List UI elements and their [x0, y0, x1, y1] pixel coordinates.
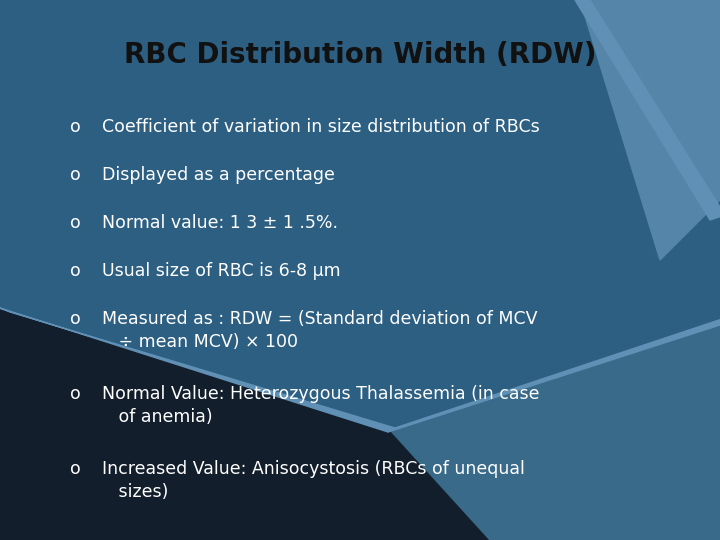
Text: o: o: [70, 214, 81, 232]
Polygon shape: [390, 320, 720, 540]
Polygon shape: [575, 0, 720, 220]
Polygon shape: [0, 310, 490, 540]
Text: o: o: [70, 166, 81, 184]
Text: RBC Distribution Width (RDW): RBC Distribution Width (RDW): [124, 41, 596, 69]
Text: o: o: [70, 118, 81, 136]
Text: o: o: [70, 385, 81, 403]
Text: Displayed as a percentage: Displayed as a percentage: [102, 166, 335, 184]
Polygon shape: [0, 308, 395, 432]
Text: Normal value: 1 3 ± 1 .5%.: Normal value: 1 3 ± 1 .5%.: [102, 214, 338, 232]
Text: o: o: [70, 460, 81, 478]
Text: o: o: [70, 310, 81, 328]
Text: Coefficient of variation in size distribution of RBCs: Coefficient of variation in size distrib…: [102, 118, 540, 136]
Text: o: o: [70, 262, 81, 280]
Text: Increased Value: Anisocystosis (RBCs of unequal
   sizes): Increased Value: Anisocystosis (RBCs of …: [102, 460, 525, 501]
Text: Measured as : RDW = (Standard deviation of MCV
   ÷ mean MCV) × 100: Measured as : RDW = (Standard deviation …: [102, 310, 538, 351]
Text: Normal Value: Heterozygous Thalassemia (in case
   of anemia): Normal Value: Heterozygous Thalassemia (…: [102, 385, 539, 426]
Text: Usual size of RBC is 6-8 μm: Usual size of RBC is 6-8 μm: [102, 262, 341, 280]
Polygon shape: [580, 0, 720, 260]
Polygon shape: [388, 318, 720, 432]
